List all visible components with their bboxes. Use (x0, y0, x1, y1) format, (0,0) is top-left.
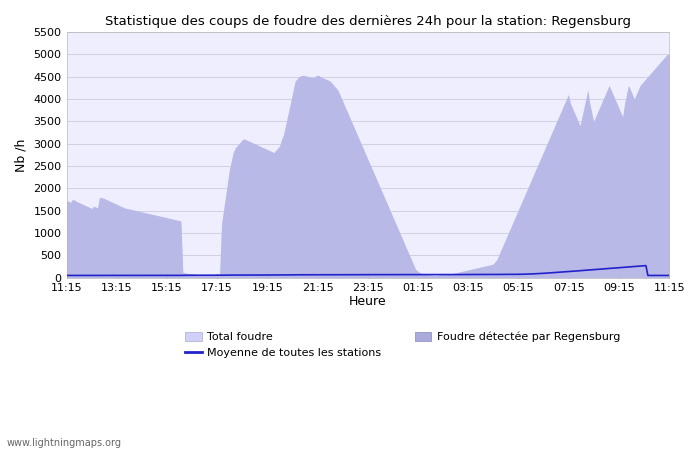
Title: Statistique des coups de foudre des dernières 24h pour la station: Regensburg: Statistique des coups de foudre des dern… (105, 15, 631, 28)
Legend: Total foudre, Moyenne de toutes les stations, Foudre détectée par Regensburg: Total foudre, Moyenne de toutes les stat… (181, 328, 624, 363)
X-axis label: Heure: Heure (349, 295, 386, 308)
Text: www.lightningmaps.org: www.lightningmaps.org (7, 438, 122, 448)
Y-axis label: Nb /h: Nb /h (15, 138, 28, 171)
